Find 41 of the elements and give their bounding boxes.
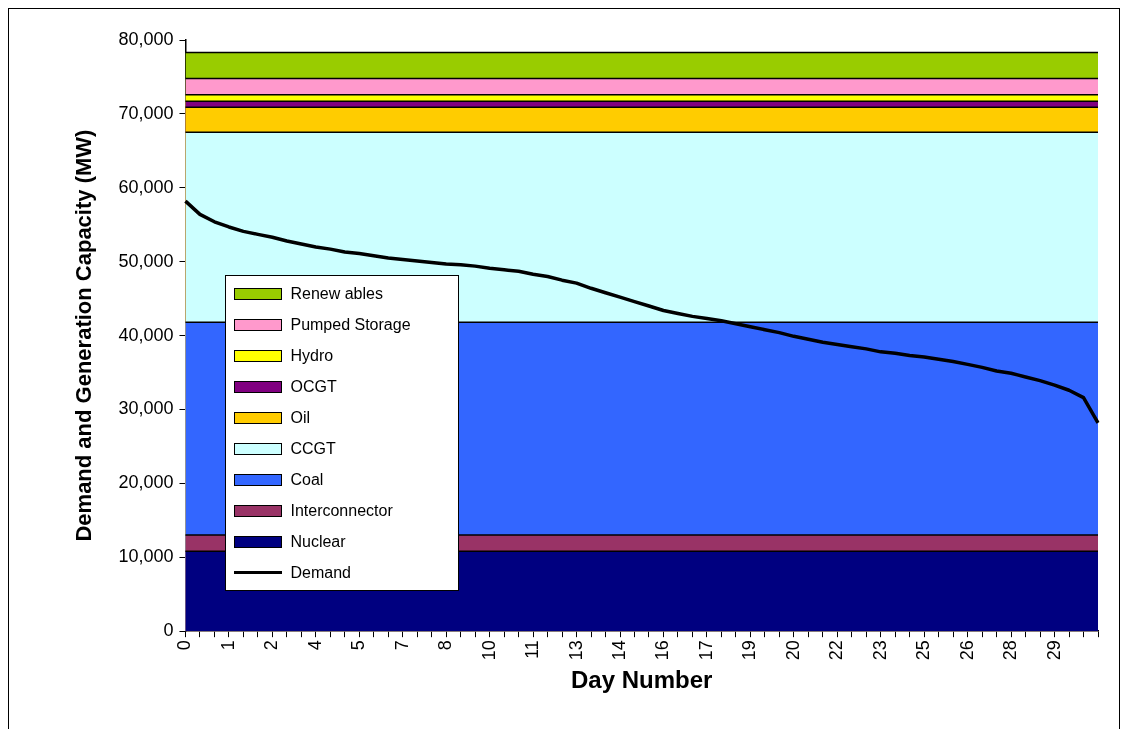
x-tick-label: 0 [174,640,195,651]
x-tick-label: 8 [435,640,456,651]
x-tick-label: 19 [739,640,760,661]
legend-label: OCGT [290,377,337,396]
y-tick-label: 50,000 [118,250,174,271]
legend-label: Renew ables [290,284,383,303]
legend-label: Pumped Storage [290,315,411,334]
legend-label: Interconnector [290,501,393,520]
x-tick-label: 2 [261,640,282,651]
y-tick-label: 20,000 [118,472,174,493]
x-tick-label: 14 [608,640,629,661]
x-tick-label: 29 [1043,640,1064,661]
legend-label: Nuclear [290,532,346,551]
y-tick-label: 10,000 [118,546,174,567]
x-tick-label: 1 [217,640,238,651]
x-tick-label: 26 [956,640,977,661]
x-axis-title: Day Number [571,666,713,694]
legend-label: Oil [290,408,311,427]
legend-label: Demand [290,563,351,582]
y-tick-label: 80,000 [118,28,174,49]
x-tick-label: 25 [913,640,934,661]
x-tick-label: 10 [478,640,499,661]
x-tick-label: 17 [695,640,716,661]
x-tick-label: 4 [304,640,325,651]
legend-label: Coal [290,470,324,489]
x-tick-label: 11 [522,640,543,659]
x-tick-label: 20 [782,640,803,661]
x-tick-label: 16 [652,640,673,661]
x-tick-label: 22 [826,640,847,661]
y-axis-title: Demand and Generation Capacity (MW) [71,129,97,542]
y-tick-label: 60,000 [118,176,174,197]
x-tick-label: 7 [391,640,412,651]
x-tick-label: 28 [1000,640,1021,661]
legend-label: CCGT [290,439,336,458]
y-tick-label: 30,000 [118,398,174,419]
x-tick-label: 5 [348,640,369,651]
y-tick-label: 70,000 [118,102,174,123]
legend-label: Hydro [290,346,334,365]
x-tick-label: 23 [869,640,890,661]
y-tick-label: 40,000 [118,324,174,345]
x-tick-label: 13 [565,640,586,661]
